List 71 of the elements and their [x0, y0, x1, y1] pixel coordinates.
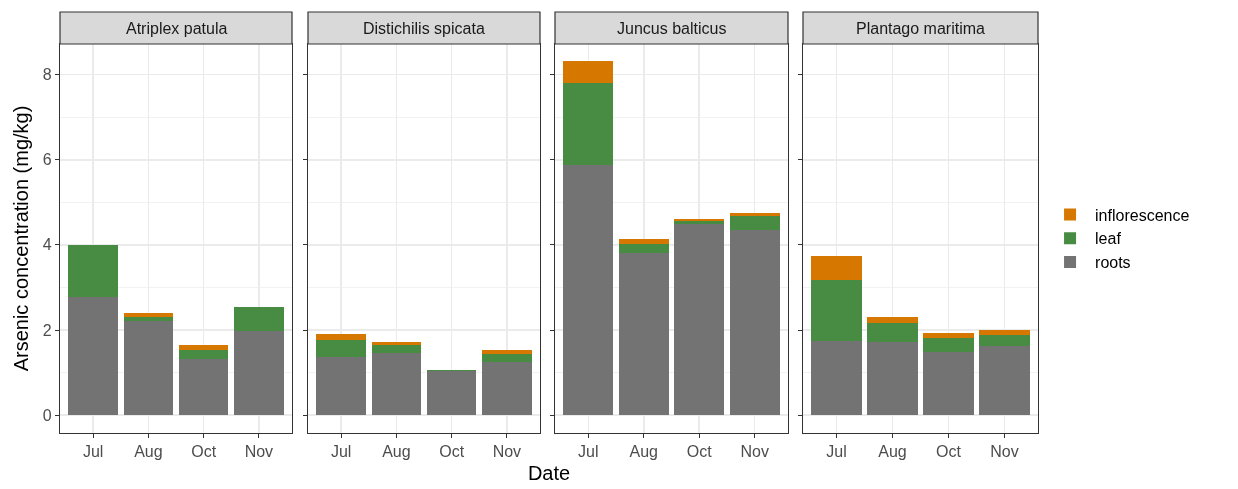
bar: [729, 230, 780, 416]
bar: [178, 344, 229, 351]
x-tick-label: Jul: [330, 443, 352, 461]
legend-label: leaf: [1095, 230, 1122, 248]
bar: [68, 297, 118, 416]
x-tick-label: Aug: [134, 443, 163, 461]
bar: [371, 352, 422, 416]
bar: [867, 322, 918, 342]
bar: [867, 316, 918, 323]
y-axis-title: Arsenic concentration (mg/kg): [10, 105, 33, 372]
y-tick-label: 4: [42, 236, 52, 254]
bar: [563, 164, 614, 416]
bar: [178, 358, 229, 416]
x-tick-label: Aug: [629, 443, 658, 461]
x-tick-label: Nov: [740, 443, 769, 461]
bar: [482, 350, 532, 354]
bar: [123, 320, 174, 416]
bar: [316, 356, 366, 416]
x-tick-label: Nov: [492, 443, 522, 461]
x-tick-label: Oct: [936, 443, 962, 461]
bar: [811, 256, 862, 281]
legend-label: roots: [1095, 254, 1131, 272]
x-tick-label: Oct: [191, 443, 217, 461]
chart-title: Plantago maritima: [856, 20, 986, 37]
bar: [234, 330, 284, 416]
bar: [811, 280, 862, 342]
bar: [923, 338, 974, 352]
chart-title: Distichilis spicata: [363, 20, 485, 37]
bar: [618, 238, 669, 244]
x-tick-label: Jul: [578, 443, 599, 461]
bar: [123, 312, 174, 317]
x-tick-label: Nov: [244, 443, 274, 461]
chart-title: Atriplex patula: [126, 20, 228, 37]
legend-label: inflorescence: [1095, 206, 1190, 224]
y-tick-label: 8: [42, 66, 52, 84]
bar: [979, 345, 1030, 416]
bar: [811, 341, 862, 416]
y-tick-label: 6: [42, 151, 52, 169]
bar: [371, 341, 422, 345]
x-tick-label: Nov: [990, 443, 1019, 461]
bar: [316, 339, 366, 357]
x-axis-title: Date: [526, 462, 572, 485]
bar: [979, 335, 1030, 346]
x-tick-label: Oct: [686, 443, 713, 461]
bar: [123, 316, 174, 321]
bar: [68, 245, 118, 298]
x-tick-label: Aug: [878, 443, 907, 461]
bar: [923, 351, 974, 416]
bar: [923, 332, 974, 339]
chart-title: Juncus balticus: [617, 20, 727, 37]
x-tick-label: Jul: [82, 443, 104, 461]
bar: [426, 371, 477, 416]
bar: [867, 341, 918, 416]
x-tick-label: Aug: [382, 443, 411, 461]
bar: [371, 344, 422, 353]
bar: [234, 307, 284, 331]
x-tick-label: Jul: [826, 443, 847, 461]
bar: [674, 223, 725, 416]
bar: [316, 333, 366, 340]
y-tick-label: 2: [42, 321, 52, 339]
bar: [563, 61, 614, 84]
bar: [618, 243, 669, 254]
bar: [729, 216, 780, 231]
y-tick-label: 0: [42, 406, 52, 424]
bar: [482, 361, 532, 416]
bar: [618, 253, 669, 416]
bar: [178, 350, 229, 359]
bar: [979, 330, 1030, 336]
bar: [563, 83, 614, 165]
x-tick-label: Oct: [439, 443, 465, 461]
bar: [482, 353, 532, 362]
